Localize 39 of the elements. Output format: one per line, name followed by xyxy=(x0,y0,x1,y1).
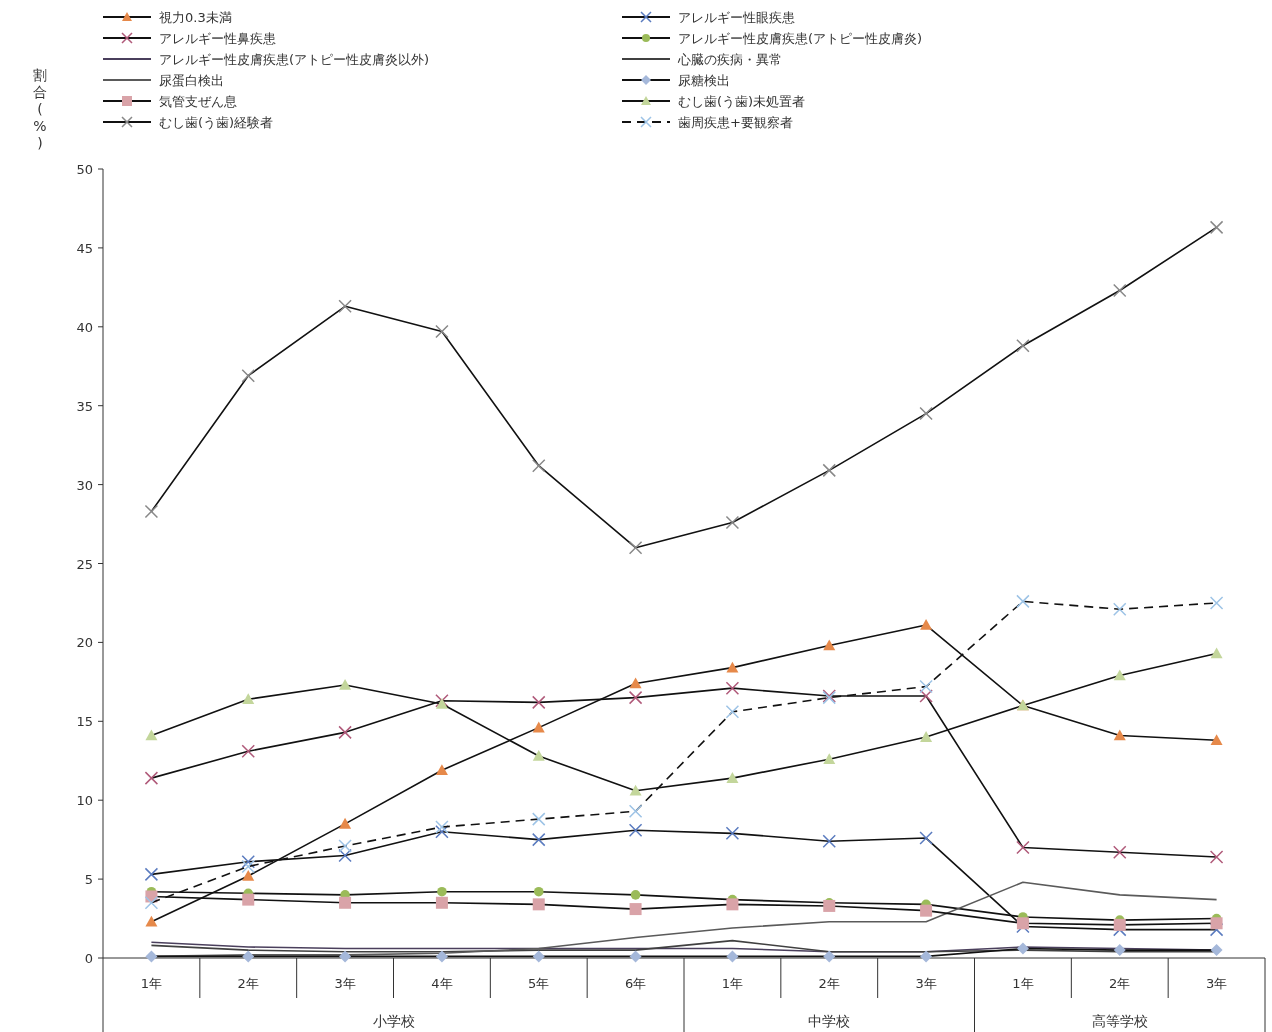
x-tick-label: 1年 xyxy=(140,976,163,991)
legend-label: 尿糖検出 xyxy=(678,73,730,88)
y-tick-label: 40 xyxy=(76,319,93,335)
legend-label: 気管支ぜん息 xyxy=(159,94,237,109)
legend-label: アレルギー性眼疾患 xyxy=(678,10,795,25)
x-tick-label: 3年 xyxy=(915,976,937,991)
y-axis-title: 割合(%) xyxy=(33,67,47,151)
y-tick-label: 45 xyxy=(76,240,93,256)
y-tick-label: 50 xyxy=(76,162,93,177)
x-tick-label: 1年 xyxy=(721,976,744,991)
y-tick-label: 5 xyxy=(84,872,93,888)
x-tick-label: 3年 xyxy=(334,976,356,991)
legend-label: 歯周疾患+要観察者 xyxy=(678,115,793,130)
x-tick-label: 2年 xyxy=(818,976,840,991)
y-tick-label: 15 xyxy=(76,714,93,730)
legend-label: アレルギー性皮膚疾患(アトピー性皮膚炎) xyxy=(678,31,923,46)
legend-label: アレルギー性鼻疾患 xyxy=(159,31,276,46)
x-tick-label: 1年 xyxy=(1012,976,1034,991)
y-tick-label: 35 xyxy=(76,398,93,414)
legend-label: 尿蛋白検出 xyxy=(159,73,224,88)
x-tick-label: 2年 xyxy=(237,976,259,991)
y-tick-label: 10 xyxy=(76,793,93,809)
legend-label: 心臓の疾病・異常 xyxy=(677,52,782,67)
legend-label: 視力0.3未満 xyxy=(159,10,232,25)
x-tick-label: 3年 xyxy=(1205,976,1228,991)
legend-label: むし歯(う歯)経験者 xyxy=(159,115,274,130)
y-tick-label: 30 xyxy=(76,477,93,493)
legend-label: むし歯(う歯)未処置者 xyxy=(678,94,806,109)
x-tick-label: 5年 xyxy=(528,976,550,991)
legend-label: アレルギー性皮膚疾患(アトピー性皮膚炎以外) xyxy=(159,52,430,67)
text: 中学校 xyxy=(808,1013,851,1029)
x-tick-label: 2年 xyxy=(1109,976,1131,991)
text: 小学校 xyxy=(372,1013,415,1029)
x-tick-label: 6年 xyxy=(624,976,647,991)
y-tick-label: 20 xyxy=(76,635,93,651)
x-tick-label: 4年 xyxy=(431,976,453,991)
text: 高等学校 xyxy=(1091,1013,1148,1029)
y-tick-label: 25 xyxy=(76,556,93,572)
y-tick-label: 0 xyxy=(84,951,93,966)
